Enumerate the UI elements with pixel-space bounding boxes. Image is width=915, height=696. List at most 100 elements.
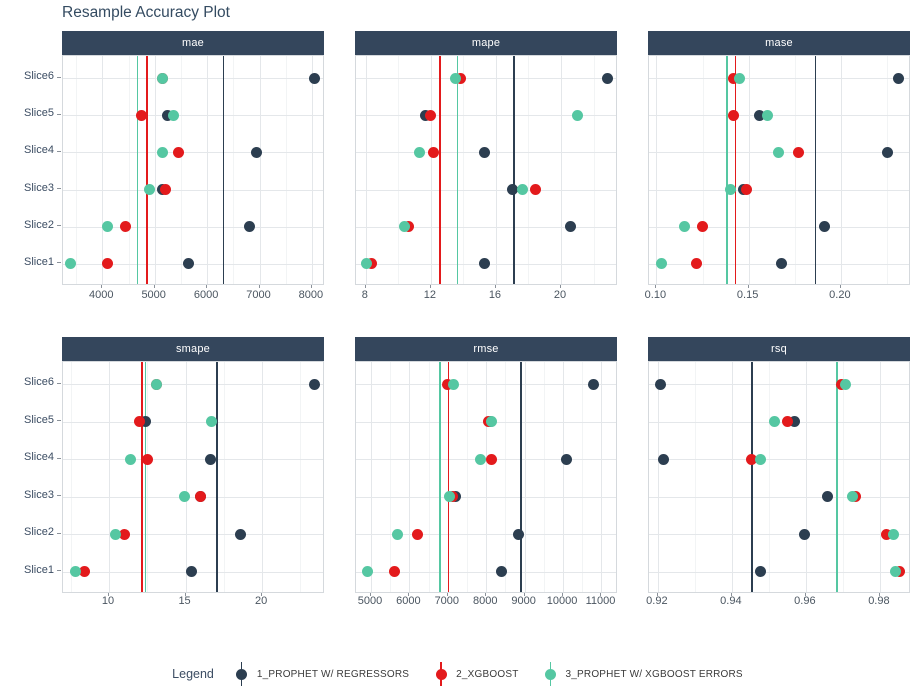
gridline-minor: [180, 56, 182, 284]
data-point: [136, 109, 148, 121]
y-axis-label: Slice4: [24, 144, 54, 157]
gridline-major: [154, 56, 156, 284]
gridline-major: [731, 362, 733, 592]
data-point: [204, 453, 216, 465]
gridline-minor: [842, 362, 844, 592]
gridline-minor: [70, 362, 72, 592]
data-point: [789, 416, 801, 428]
gridline-minor: [300, 362, 302, 592]
data-point: [754, 109, 766, 121]
gridline-minor: [543, 362, 545, 592]
gridline-minor: [702, 56, 704, 284]
data-point: [517, 184, 529, 196]
gridline-row: [63, 459, 323, 461]
data-point: [388, 566, 400, 578]
x-axis-tick: [523, 593, 525, 596]
mean-line: [216, 362, 218, 592]
y-axis-tick: [57, 225, 61, 227]
data-point: [772, 146, 784, 158]
y-axis-tick: [57, 420, 61, 422]
x-axis-label: 7000: [246, 289, 271, 301]
x-axis-label: 0.98: [868, 595, 890, 607]
data-point: [799, 528, 811, 540]
data-point: [782, 416, 794, 428]
gridline-minor: [467, 362, 469, 592]
y-axis-tick: [57, 495, 61, 497]
legend: Legend 1_PROPHET W/ REGRESSORS 2_XGBOOST 3…: [0, 658, 915, 690]
mean-line: [751, 362, 753, 592]
x-axis-label: 0.96: [794, 595, 816, 607]
y-axis-tick: [57, 188, 61, 190]
legend-dot-icon: [236, 668, 248, 680]
x-axis-label: 6000: [396, 595, 421, 607]
data-point: [506, 184, 518, 196]
gridline-row: [356, 571, 616, 573]
x-axis-label: 11000: [585, 595, 616, 607]
facet-strip-label: mase: [765, 37, 793, 49]
gridline-row: [63, 496, 323, 498]
panel-mape: [355, 55, 617, 285]
gridline-row: [356, 189, 616, 191]
y-axis-label: Slice1: [24, 563, 54, 576]
gridline-major: [262, 362, 264, 592]
legend-key-icon: [435, 662, 447, 686]
x-axis-label: 16: [488, 289, 502, 301]
mean-line: [144, 362, 147, 592]
legend-label: 3_PROPHET W/ XGBOOST ERRORS: [565, 668, 743, 680]
data-point: [881, 528, 893, 540]
gridline-row: [649, 496, 909, 498]
mean-line: [520, 362, 522, 592]
x-axis-tick: [655, 285, 657, 288]
data-point: [183, 258, 195, 270]
data-point: [448, 378, 460, 390]
data-point: [822, 491, 834, 503]
gridline-minor: [887, 56, 888, 284]
data-point: [235, 528, 247, 540]
x-axis-label: 20: [553, 289, 567, 301]
gridline-minor: [582, 362, 584, 592]
y-axis-tick: [57, 570, 61, 572]
gridline-major: [185, 362, 187, 592]
gridline-major: [840, 56, 842, 284]
mean-line: [726, 56, 728, 284]
x-axis-tick: [878, 593, 880, 596]
gridline-minor: [147, 362, 149, 592]
gridline-major: [879, 362, 881, 592]
data-point: [398, 221, 410, 233]
mean-line: [513, 56, 515, 284]
data-point: [654, 378, 666, 390]
data-point: [442, 378, 454, 390]
mean-line: [141, 362, 143, 592]
gridline-row: [63, 421, 323, 423]
x-axis-tick: [494, 285, 496, 288]
data-point: [733, 72, 745, 84]
x-axis-label: 10000: [546, 595, 578, 607]
gridline-row: [356, 384, 616, 386]
legend-entry: 3_PROPHET W/ XGBOOST ERRORS: [545, 662, 743, 686]
y-axis-label: Slice3: [24, 488, 54, 501]
legend-label: 1_PROPHET W/ REGRESSORS: [256, 668, 410, 680]
x-axis-tick: [101, 285, 103, 288]
data-point: [881, 146, 893, 158]
x-axis-tick: [429, 285, 431, 288]
legend-label: 2_XGBOOST: [456, 668, 519, 680]
gridline-minor: [768, 362, 770, 592]
gridline-minor: [223, 362, 225, 592]
data-point: [449, 72, 461, 84]
data-point: [69, 566, 81, 578]
facet-strip-mase: mase: [648, 31, 910, 55]
x-axis-tick: [446, 593, 448, 596]
x-axis-tick: [656, 593, 658, 596]
gridline-row: [63, 384, 323, 386]
x-axis-tick: [364, 285, 366, 288]
data-point: [167, 109, 179, 121]
gridline-row: [356, 459, 616, 461]
y-axis-tick: [57, 532, 61, 534]
data-point: [124, 453, 136, 465]
x-axis-label: 5000: [357, 595, 383, 607]
data-point: [65, 258, 77, 270]
data-point: [529, 184, 541, 196]
x-axis-label: 5000: [141, 289, 166, 301]
legend-key-icon: [545, 662, 557, 686]
gridline-row: [63, 78, 323, 80]
